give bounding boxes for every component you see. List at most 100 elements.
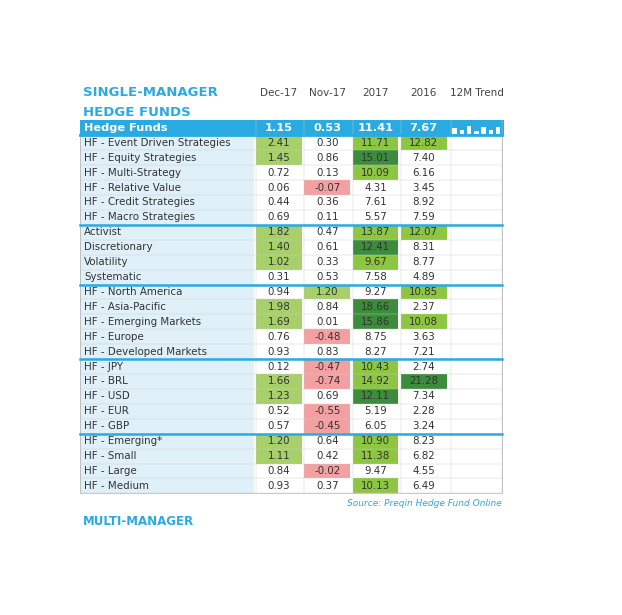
Text: 2016: 2016 bbox=[411, 88, 437, 98]
Text: 0.12: 0.12 bbox=[267, 362, 290, 371]
Bar bbox=[452, 359, 502, 374]
Text: 1.98: 1.98 bbox=[267, 302, 290, 312]
Bar bbox=[256, 135, 302, 150]
Text: 1.45: 1.45 bbox=[267, 153, 290, 163]
Text: 7.34: 7.34 bbox=[412, 391, 435, 402]
Bar bbox=[353, 374, 398, 389]
Bar bbox=[353, 300, 398, 314]
Text: Systematic: Systematic bbox=[84, 272, 142, 282]
Bar bbox=[80, 225, 254, 240]
Bar bbox=[304, 285, 350, 300]
Text: 1.02: 1.02 bbox=[267, 257, 290, 267]
Bar bbox=[401, 180, 447, 195]
Text: HF - Event Driven Strategies: HF - Event Driven Strategies bbox=[84, 138, 231, 148]
Bar bbox=[256, 180, 302, 195]
Bar bbox=[304, 478, 350, 493]
Text: 0.42: 0.42 bbox=[316, 451, 338, 461]
Text: 10.13: 10.13 bbox=[361, 481, 390, 491]
Bar bbox=[353, 269, 398, 285]
Text: 0.31: 0.31 bbox=[267, 272, 290, 282]
Bar bbox=[304, 434, 350, 448]
Text: 15.86: 15.86 bbox=[361, 317, 390, 327]
Bar bbox=[452, 374, 502, 389]
Text: 8.75: 8.75 bbox=[364, 331, 387, 342]
Bar bbox=[256, 150, 302, 165]
Bar bbox=[256, 404, 302, 419]
Text: 7.58: 7.58 bbox=[364, 272, 387, 282]
Text: 0.61: 0.61 bbox=[316, 242, 338, 252]
Bar bbox=[353, 329, 398, 344]
Text: 12.11: 12.11 bbox=[361, 391, 390, 402]
Text: 0.13: 0.13 bbox=[316, 168, 338, 178]
Text: -0.74: -0.74 bbox=[314, 376, 340, 386]
Text: 8.27: 8.27 bbox=[364, 347, 387, 357]
Text: 6.49: 6.49 bbox=[412, 481, 435, 491]
Bar bbox=[452, 448, 502, 464]
Bar bbox=[80, 314, 254, 329]
Bar bbox=[401, 269, 447, 285]
Text: 0.69: 0.69 bbox=[267, 212, 290, 223]
Bar bbox=[401, 165, 447, 180]
Bar bbox=[401, 135, 447, 150]
Bar bbox=[452, 195, 502, 210]
Text: 0.53: 0.53 bbox=[313, 123, 341, 133]
Bar bbox=[401, 374, 447, 389]
Bar bbox=[256, 285, 302, 300]
Text: 0.36: 0.36 bbox=[316, 197, 338, 207]
Bar bbox=[256, 329, 302, 344]
Bar bbox=[304, 448, 350, 464]
Text: Activist: Activist bbox=[84, 228, 122, 237]
Bar bbox=[401, 448, 447, 464]
Text: 0.44: 0.44 bbox=[267, 197, 290, 207]
Text: 2.37: 2.37 bbox=[412, 302, 435, 312]
Text: HF - Credit Strategies: HF - Credit Strategies bbox=[84, 197, 195, 207]
Bar bbox=[304, 404, 350, 419]
Bar bbox=[80, 464, 254, 478]
Text: Hedge Funds: Hedge Funds bbox=[84, 123, 167, 133]
Text: 0.72: 0.72 bbox=[267, 168, 290, 178]
Text: HF - Asia-Pacific: HF - Asia-Pacific bbox=[84, 302, 166, 312]
Text: 0.69: 0.69 bbox=[316, 391, 338, 402]
Text: 1.20: 1.20 bbox=[316, 287, 338, 297]
Bar bbox=[452, 225, 502, 240]
Text: 8.23: 8.23 bbox=[412, 436, 435, 446]
Bar bbox=[353, 314, 398, 329]
Bar bbox=[401, 121, 447, 135]
Bar bbox=[401, 300, 447, 314]
Text: -0.07: -0.07 bbox=[314, 183, 340, 192]
Text: 10.90: 10.90 bbox=[361, 436, 390, 446]
Text: 6.82: 6.82 bbox=[412, 451, 435, 461]
Text: HF - Europe: HF - Europe bbox=[84, 331, 144, 342]
Bar bbox=[401, 225, 447, 240]
Bar bbox=[401, 404, 447, 419]
Bar bbox=[256, 165, 302, 180]
Bar bbox=[353, 448, 398, 464]
Text: 1.69: 1.69 bbox=[267, 317, 290, 327]
Text: 7.67: 7.67 bbox=[409, 123, 438, 133]
Text: Dec-17: Dec-17 bbox=[261, 88, 297, 98]
Text: -0.48: -0.48 bbox=[314, 331, 340, 342]
Bar bbox=[304, 121, 350, 135]
Bar bbox=[256, 269, 302, 285]
Text: HF - GBP: HF - GBP bbox=[84, 421, 129, 431]
Bar bbox=[401, 195, 447, 210]
Text: 14.92: 14.92 bbox=[361, 376, 390, 386]
Bar bbox=[256, 344, 302, 359]
Text: Nov-17: Nov-17 bbox=[309, 88, 346, 98]
Text: Volatility: Volatility bbox=[84, 257, 129, 267]
Bar bbox=[353, 404, 398, 419]
Bar bbox=[452, 180, 502, 195]
Text: 4.31: 4.31 bbox=[364, 183, 387, 192]
Text: 5.19: 5.19 bbox=[364, 407, 387, 416]
Text: 1.20: 1.20 bbox=[267, 436, 290, 446]
Bar bbox=[353, 419, 398, 434]
Text: 7.40: 7.40 bbox=[412, 153, 435, 163]
Text: -0.02: -0.02 bbox=[314, 466, 340, 476]
Text: 2017: 2017 bbox=[362, 88, 389, 98]
Text: 6.05: 6.05 bbox=[364, 421, 387, 431]
Bar bbox=[401, 344, 447, 359]
Bar bbox=[452, 314, 502, 329]
Bar bbox=[80, 210, 254, 225]
Bar bbox=[256, 225, 302, 240]
Bar bbox=[452, 150, 502, 165]
